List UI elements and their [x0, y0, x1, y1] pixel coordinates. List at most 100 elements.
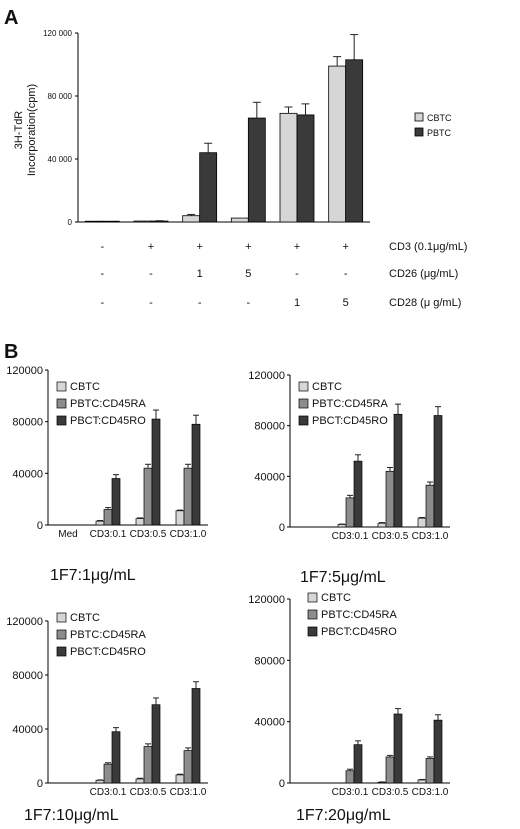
panel-a-ytick-label: 40 000: [48, 155, 73, 164]
panel-b-ytick-label: 120000: [248, 370, 285, 382]
panel-a-condition-label: CD28 (μ g/mL): [389, 297, 461, 309]
panel-a-bar: [199, 152, 218, 223]
panel-b-legend-swatch: [56, 612, 67, 623]
panel-a-bar: [279, 112, 298, 223]
panel-b-bar: [111, 731, 121, 784]
panel-b-legend-swatch: [56, 415, 67, 426]
panel-b-subplot-title: 1F7:20μg/mL: [296, 807, 391, 824]
panel-b-bar: [345, 770, 355, 784]
panel-b-ytick-label: 40000: [12, 468, 43, 480]
panel-b-legend-swatch: [307, 592, 318, 603]
panel-a-bar: [84, 220, 103, 223]
panel-b-bar: [175, 774, 185, 784]
panel-a-bar: [182, 215, 201, 223]
panel-b-legend-label: PBTC:CD45RA: [70, 398, 146, 410]
panel-b-legend-swatch: [56, 629, 67, 640]
panel-b-ytick-label: 80000: [12, 417, 43, 429]
panel-b-category-label: CD3:0.1: [90, 787, 127, 798]
panel-a-ytick-label: 120 000: [43, 29, 72, 38]
panel-a-letter: A: [4, 7, 18, 29]
panel-b-bar: [417, 779, 427, 784]
panel-b-bar: [425, 758, 435, 784]
panel-b-ytick-label: 80000: [254, 655, 285, 667]
panel-b-legend-swatch: [298, 398, 309, 409]
panel-a-condition-value: -: [149, 268, 153, 280]
panel-a-bar: [247, 117, 266, 223]
panel-b-bar: [143, 746, 153, 784]
panel-a-condition-value: -: [198, 297, 202, 309]
panel-a-bar: [328, 65, 347, 223]
panel-b-subplot-3: 0 40000 80000 120000 CD3:0.1 CD3:0.5 CD3:1.0 CB…: [6, 612, 208, 824]
panel-b-bar: [143, 467, 153, 526]
panel-b-legend-label: CBTC: [70, 612, 100, 624]
panel-b-category-label: Med: [58, 529, 77, 540]
panel-a-condition-value: 5: [343, 297, 349, 309]
panel-a-condition-value: +: [148, 241, 154, 253]
panel-b-category-label: CD3:0.5: [130, 529, 167, 540]
panel-a-condition-value: -: [100, 297, 104, 309]
panel-b-bar: [393, 413, 403, 528]
panel-a-bar: [296, 114, 315, 223]
panel-b-bar: [433, 415, 443, 528]
panel-b-ytick-label: 0: [37, 520, 43, 532]
panel-b-ytick-label: 0: [37, 778, 43, 790]
panel-b-legend-swatch: [298, 381, 309, 392]
panel-b-legend-label: PBCT:CD45RO: [321, 626, 397, 638]
panel-b-bar: [135, 518, 145, 526]
panel-b-bar: [345, 497, 355, 528]
panel-b-legend-label: CBTC: [321, 592, 351, 604]
panel-a-condition-value: -: [100, 268, 104, 280]
panel-a-ytick-label: 80 000: [48, 92, 73, 101]
panel-b-bar: [95, 520, 105, 526]
panel-b-category-label: CD3:0.5: [372, 531, 409, 542]
panel-b-legend-label: PBCT:CD45RO: [70, 415, 146, 427]
panel-b-ytick-label: 40000: [254, 717, 285, 729]
panel-b-legend-swatch: [56, 381, 67, 392]
panel-b-ytick-label: 80000: [12, 670, 43, 682]
panel-a-bar: [101, 220, 120, 223]
panel-a-condition-value: -: [246, 297, 250, 309]
panel-b-legend-label: PBCT:CD45RO: [312, 415, 388, 427]
panel-a-ytick-label: 0: [68, 218, 73, 227]
panel-b-subplot-2: 0 40000 80000 120000 CD3:0.1 CD3:0.5 CD3:1.0 CB…: [248, 370, 450, 586]
panel-a-legend-swatch: [414, 112, 424, 122]
panel-b-ytick-label: 0: [279, 778, 285, 790]
panel-b-legend-swatch: [307, 626, 318, 637]
panel-b-bar: [151, 418, 161, 526]
panel-b-ytick-label: 80000: [254, 421, 285, 433]
panel-b-subplot-1: 0 40000 80000 120000 Med CD3:0.1 CD3:0.5 CD3:1.…: [6, 365, 208, 584]
panel-b-bar: [175, 510, 185, 526]
panel-a-condition-label: CD26 (μg/mL): [389, 268, 458, 280]
panel-a-bar: [133, 220, 152, 223]
panel-a-ylabel-line2: Incorporation(cpm): [26, 84, 38, 176]
panel-a-chart: 0 40 000 80 000 120 000 CBTC PBTC - + + + + + CD3 (0…: [43, 29, 467, 309]
panel-b-ytick-label: 40000: [254, 471, 285, 483]
panel-b-bar: [417, 517, 427, 528]
panel-b-category-label: CD3:1.0: [170, 529, 207, 540]
panel-b-category-label: CD3:0.5: [130, 787, 167, 798]
panel-b-bar: [425, 484, 435, 528]
panel-a-condition-value: 1: [197, 268, 203, 280]
panel-b-category-label: CD3:0.5: [372, 787, 409, 798]
panel-b-legend-swatch: [56, 646, 67, 657]
panel-b-category-label: CD3:1.0: [412, 787, 449, 798]
panel-b-legend-label: CBTC: [70, 381, 100, 393]
panel-b-subplot-title: 1F7:10μg/mL: [24, 807, 119, 824]
panel-b-bar: [353, 460, 363, 528]
panel-b-ytick-label: 40000: [12, 724, 43, 736]
panel-b-category-label: CD3:0.1: [332, 531, 369, 542]
panel-b-legend-label: PBTC:CD45RA: [312, 398, 388, 410]
panel-b-bar: [385, 470, 395, 528]
panel-b-bar: [191, 423, 201, 526]
panel-b-ytick-label: 120000: [6, 365, 43, 377]
panel-b-bar: [111, 478, 121, 526]
panel-b-bar: [337, 524, 347, 528]
panel-b-legend-label: PBTC:CD45RA: [321, 609, 397, 621]
panel-b-bar: [103, 509, 113, 526]
panel-a-legend-label: CBTC: [427, 113, 452, 123]
panel-b-subplot-title: 1F7:5μg/mL: [300, 569, 386, 586]
panel-b-bar: [377, 522, 387, 528]
panel-b-bar: [385, 756, 395, 784]
panel-a-condition-value: 5: [245, 268, 251, 280]
